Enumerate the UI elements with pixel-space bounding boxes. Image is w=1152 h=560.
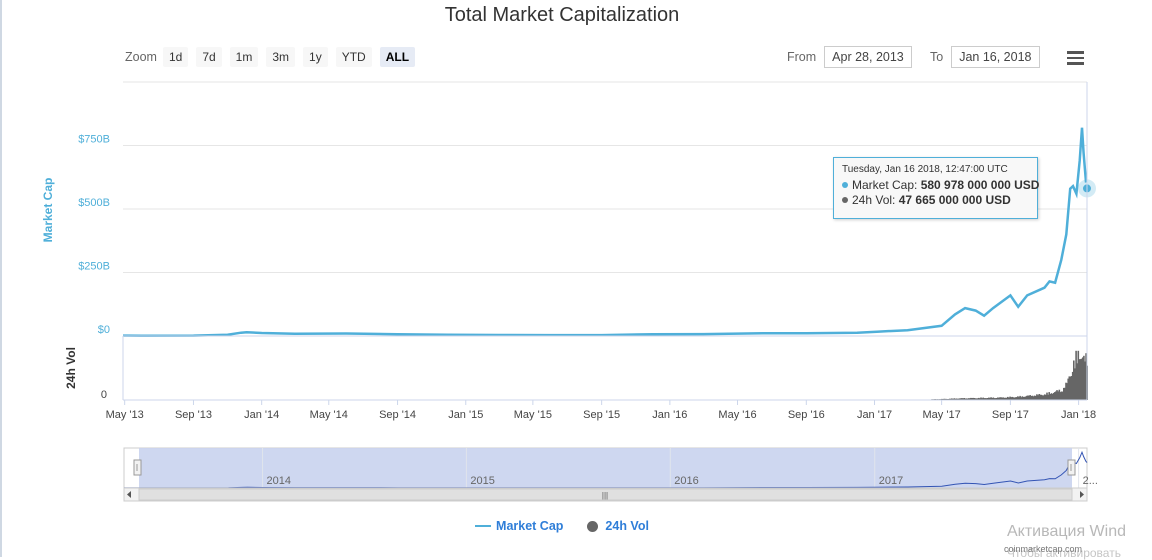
y-tick-label: $0 bbox=[98, 324, 110, 336]
x-tick-label: Sep '13 bbox=[175, 409, 212, 421]
x-tick-label: Jan '18 bbox=[1061, 409, 1096, 421]
scrollbar-grip: ||| bbox=[602, 491, 608, 500]
x-tick-label: Sep '16 bbox=[788, 409, 825, 421]
x-tick-label: May '17 bbox=[923, 409, 961, 421]
x-tick-label: May '14 bbox=[310, 409, 348, 421]
x-tick-label: May '15 bbox=[514, 409, 552, 421]
navigator-year-label: 2016 bbox=[674, 475, 698, 487]
x-tick-label: Sep '14 bbox=[379, 409, 416, 421]
tooltip-header: Tuesday, Jan 16 2018, 12:47:00 UTC bbox=[842, 164, 1029, 175]
x-tick-label: Sep '15 bbox=[583, 409, 620, 421]
legend: Market Cap 24h Vol bbox=[0, 519, 1124, 533]
scrollbar[interactable]: ||| bbox=[124, 488, 1087, 501]
market-cap-dot-icon bbox=[842, 182, 848, 188]
credit-link[interactable]: coinmarketcap.com bbox=[1004, 544, 1082, 554]
x-tick-label: Jan '16 bbox=[652, 409, 687, 421]
legend-line-icon bbox=[475, 525, 491, 527]
windows-activation-watermark: Активация Wind bbox=[1007, 523, 1126, 541]
y-tick-label: $500B bbox=[78, 197, 110, 209]
x-tick-label: Jan '17 bbox=[857, 409, 892, 421]
tooltip-mc-label: Market Cap: bbox=[852, 178, 917, 192]
legend-dot-icon bbox=[587, 521, 598, 532]
volume-dot-icon bbox=[842, 197, 848, 203]
y-tick-volume-0: 0 bbox=[101, 389, 107, 401]
tooltip-vol-label: 24h Vol: bbox=[852, 193, 895, 207]
tooltip-mc-value: 580 978 000 000 USD bbox=[921, 178, 1040, 192]
navigator-year-label: 2017 bbox=[879, 475, 903, 487]
tooltip-market-cap: Market Cap: 580 978 000 000 USD bbox=[842, 178, 1029, 192]
navigator-year-label: 2... bbox=[1083, 475, 1098, 487]
legend-market-cap-label: Market Cap bbox=[496, 519, 563, 533]
navigator[interactable]: 2014 2015 2016 2017 2... bbox=[124, 448, 1098, 488]
x-tick-label: Jan '14 bbox=[244, 409, 279, 421]
x-tick-label: May '13 bbox=[106, 409, 144, 421]
tooltip-vol-value: 47 665 000 000 USD bbox=[899, 193, 1011, 207]
tooltip-volume: 24h Vol: 47 665 000 000 USD bbox=[842, 193, 1029, 207]
y-tick-label: $750B bbox=[78, 134, 110, 146]
y-axis-label-volume: 24h Vol bbox=[64, 347, 78, 389]
navigator-year-label: 2014 bbox=[267, 475, 291, 487]
legend-item-volume[interactable]: 24h Vol bbox=[587, 519, 649, 533]
x-tick-label: Sep '17 bbox=[992, 409, 1029, 421]
y-axis-label-market-cap: Market Cap bbox=[41, 178, 55, 243]
legend-volume-label: 24h Vol bbox=[605, 519, 649, 533]
x-tick-label: Jan '15 bbox=[448, 409, 483, 421]
x-tick-label: May '16 bbox=[718, 409, 756, 421]
chart-tooltip: Tuesday, Jan 16 2018, 12:47:00 UTC Marke… bbox=[833, 157, 1038, 219]
y-tick-label: $250B bbox=[78, 261, 110, 273]
navigator-year-label: 2015 bbox=[470, 475, 494, 487]
legend-item-market-cap[interactable]: Market Cap bbox=[475, 519, 563, 533]
